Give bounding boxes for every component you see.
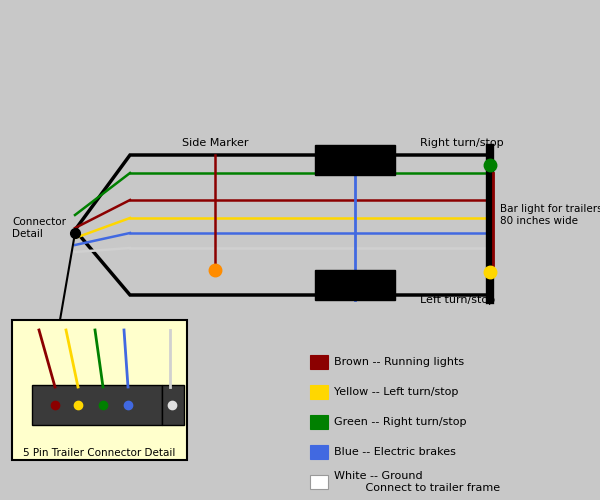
Text: Connector
Detail: Connector Detail — [12, 217, 66, 239]
Text: Yellow -- Left turn/stop: Yellow -- Left turn/stop — [334, 387, 458, 397]
Text: Bar light for trailers over
80 inches wide: Bar light for trailers over 80 inches wi… — [500, 204, 600, 226]
Text: Right turn/stop: Right turn/stop — [420, 138, 503, 148]
Text: Left turn/stop: Left turn/stop — [420, 295, 495, 305]
Text: White -- Ground
         Connect to trailer frame: White -- Ground Connect to trailer frame — [334, 471, 500, 493]
Bar — [315, 145, 395, 175]
Text: Side Marker: Side Marker — [182, 138, 248, 148]
Text: 5 Pin Trailer Connector Detail: 5 Pin Trailer Connector Detail — [23, 448, 175, 458]
Text: Brown -- Running lights: Brown -- Running lights — [334, 357, 464, 367]
Text: Green -- Right turn/stop: Green -- Right turn/stop — [334, 417, 467, 427]
Bar — [315, 270, 395, 300]
Bar — [162, 385, 184, 425]
Text: Blue -- Electric brakes: Blue -- Electric brakes — [334, 447, 456, 457]
Bar — [310, 445, 328, 459]
Bar — [310, 475, 328, 489]
Bar — [12, 320, 187, 460]
Bar — [310, 415, 328, 429]
Bar — [310, 385, 328, 399]
Bar — [32, 385, 162, 425]
Bar — [310, 355, 328, 369]
